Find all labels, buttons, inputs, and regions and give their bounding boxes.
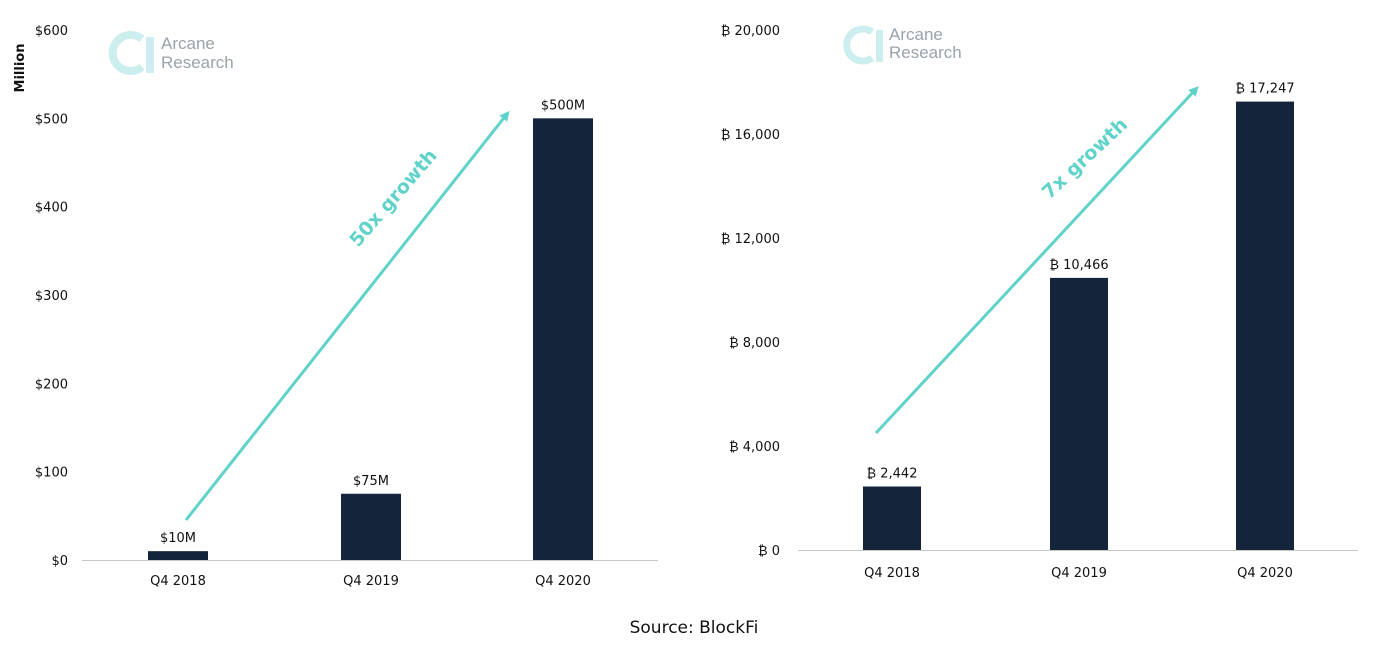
arcane-logo-left: Arcane Research <box>108 31 234 75</box>
bar <box>341 493 401 560</box>
y-tick-label: $500 <box>35 112 68 127</box>
x-tick-label: Q4 2018 <box>864 566 920 581</box>
y-axis-label: Million <box>13 44 28 93</box>
data-label: $10M <box>160 531 196 546</box>
logo-text-line2: Research <box>161 53 234 72</box>
data-label: ₿ 17,247 <box>1235 82 1294 97</box>
bar <box>1236 101 1294 550</box>
x-tick-label: Q4 2019 <box>1051 566 1107 581</box>
arcane-logo-right: Arcane Research <box>843 25 962 65</box>
y-tick-label: $200 <box>35 377 68 392</box>
y-tick-label: $600 <box>35 24 68 39</box>
y-tick-label: ₿ 16,000 <box>721 128 780 143</box>
bar <box>148 551 208 560</box>
charts-canvas: Arcane Research Arcane Research Million … <box>13 24 1358 589</box>
logo-text-line1: Arcane <box>889 25 943 44</box>
y-tick-label: ₿ 20,000 <box>721 24 780 39</box>
bar <box>1050 277 1108 550</box>
y-tick-label: $400 <box>35 201 68 216</box>
data-label: ₿ 2,442 <box>867 467 918 482</box>
growth-annotation: 50x growth <box>345 145 441 251</box>
arcane-logo-icon <box>843 25 883 65</box>
growth-arrow <box>184 110 510 521</box>
y-tick-label: $0 <box>51 554 68 569</box>
chart-loans-btc: ₿ 0 ₿ 4,000 ₿ 8,000 ₿ 12,000 ₿ 16,000 ₿ 20,00… <box>721 24 1358 581</box>
logo-text-line2: Research <box>889 43 962 62</box>
bar <box>863 486 921 550</box>
growth-arrow <box>874 86 1199 435</box>
bar <box>533 118 593 560</box>
y-tick-label: ₿ 8,000 <box>729 336 780 351</box>
data-label: $500M <box>541 98 585 113</box>
y-tick-label: ₿ 0 <box>758 544 780 559</box>
x-tick-label: Q4 2019 <box>343 574 399 589</box>
data-label: ₿ 10,466 <box>1049 258 1108 273</box>
arcane-logo-icon <box>108 31 154 75</box>
source-caption: Source: BlockFi <box>629 618 759 638</box>
logo-text-line1: Arcane <box>161 34 215 53</box>
data-label: $75M <box>353 474 389 489</box>
x-tick-label: Q4 2020 <box>1237 566 1293 581</box>
y-tick-label: $300 <box>35 289 68 304</box>
chart-loans-usd: Million $0 $100 $200 $300 $400 $500 $600 $10M $… <box>13 24 658 589</box>
growth-annotation: 7x growth <box>1038 114 1132 204</box>
y-tick-label: ₿ 12,000 <box>721 232 780 247</box>
y-tick-label: $100 <box>35 466 68 481</box>
x-tick-label: Q4 2020 <box>535 574 591 589</box>
x-tick-label: Q4 2018 <box>150 574 206 589</box>
y-tick-label: ₿ 4,000 <box>729 440 780 455</box>
